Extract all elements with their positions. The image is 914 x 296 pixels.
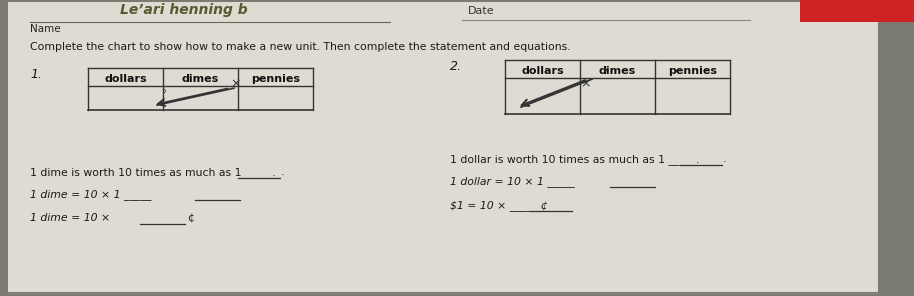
Text: 1 dime = 10 × 1 _____: 1 dime = 10 × 1 _____ bbox=[30, 189, 152, 200]
Text: .: . bbox=[723, 154, 727, 164]
Text: Le’ari henning b: Le’ari henning b bbox=[120, 3, 248, 17]
Text: dimes: dimes bbox=[599, 66, 636, 76]
Text: Date: Date bbox=[468, 6, 494, 16]
Text: °: ° bbox=[602, 68, 607, 78]
Text: pennies: pennies bbox=[251, 74, 300, 84]
Text: dollars: dollars bbox=[104, 74, 147, 84]
Text: dimes: dimes bbox=[182, 74, 219, 84]
Text: ¢: ¢ bbox=[187, 213, 194, 223]
Text: 1 dime = 10 ×: 1 dime = 10 × bbox=[30, 213, 110, 223]
Text: 1 dime is worth 10 times as much as 1 _____.: 1 dime is worth 10 times as much as 1 __… bbox=[30, 167, 276, 178]
Text: 1 dollar = 10 × 1 _____: 1 dollar = 10 × 1 _____ bbox=[450, 176, 575, 187]
Text: 1.: 1. bbox=[30, 68, 42, 81]
Text: 1 dollar is worth 10 times as much as 1 _____.: 1 dollar is worth 10 times as much as 1 … bbox=[450, 154, 699, 165]
Text: .: . bbox=[281, 167, 284, 177]
Text: ×: × bbox=[580, 77, 591, 90]
Text: ×: × bbox=[230, 77, 241, 90]
Text: Complete the chart to show how to make a new unit. Then complete the statement a: Complete the chart to show how to make a… bbox=[30, 42, 570, 52]
Text: $1 = 10 × _____ ¢: $1 = 10 × _____ ¢ bbox=[450, 200, 547, 211]
Text: °: ° bbox=[161, 89, 165, 99]
Bar bbox=[800, 0, 914, 22]
Text: dollars: dollars bbox=[521, 66, 564, 76]
Text: Name: Name bbox=[30, 24, 60, 34]
Text: 2.: 2. bbox=[450, 60, 462, 73]
Text: pennies: pennies bbox=[668, 66, 717, 76]
FancyBboxPatch shape bbox=[8, 2, 878, 292]
